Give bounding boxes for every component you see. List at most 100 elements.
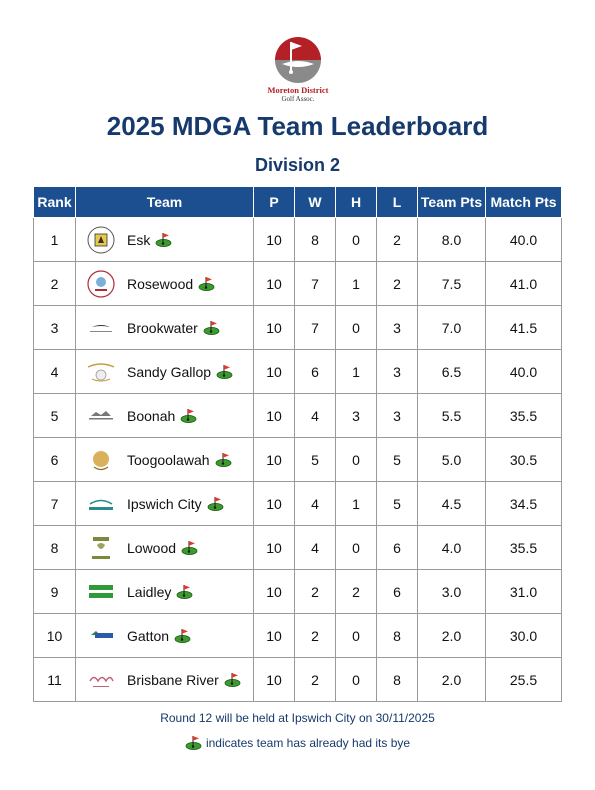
won-cell: 4: [294, 481, 336, 526]
played-cell: 10: [253, 305, 295, 350]
club-logo-icon: [81, 664, 121, 696]
golf-green-flag-icon: [224, 672, 241, 687]
lost-cell: 5: [376, 437, 418, 482]
won-cell: 4: [294, 393, 336, 438]
team-name: Brisbane River: [127, 671, 219, 688]
halved-cell: 3: [335, 393, 377, 438]
halved-cell: 0: [335, 613, 377, 658]
won-cell: 2: [294, 657, 336, 702]
halved-cell: 0: [335, 525, 377, 570]
bye-legend-text: indicates team has already had its bye: [205, 735, 411, 750]
team-pts-cell: 4.0: [417, 525, 486, 570]
rank-cell: 1: [33, 217, 76, 262]
played-cell: 10: [253, 261, 295, 306]
rank-cell: 8: [33, 525, 76, 570]
golf-green-flag-icon: [180, 408, 197, 423]
logo-line-1: Moreton District: [267, 85, 329, 95]
golf-green-flag-icon: [207, 496, 224, 511]
club-logo-icon: [81, 224, 121, 256]
table-row: 6 Toogoolawah 10 5 0 5 5.0 30.5: [33, 437, 562, 482]
rank-cell: 3: [33, 305, 76, 350]
halved-cell: 0: [335, 657, 377, 702]
table-row: 7 Ipswich City 10 4 1 5 4.5 34.5: [33, 481, 562, 526]
team-name: Gatton: [127, 627, 170, 644]
played-cell: 10: [253, 657, 295, 702]
lost-cell: 2: [376, 217, 418, 262]
club-logo-icon: [81, 532, 121, 564]
team-pts-cell: 2.0: [417, 613, 486, 658]
team-cell: Esk: [75, 217, 254, 262]
team-cell: Ipswich City: [75, 481, 254, 526]
rank-cell: 6: [33, 437, 76, 482]
table-row: 3 Brookwater 10 7 0 3 7.0 41.5: [33, 305, 562, 350]
won-cell: 2: [294, 613, 336, 658]
club-logo-icon: [81, 356, 121, 388]
played-cell: 10: [253, 569, 295, 614]
page-title: 2025 MDGA Team Leaderboard: [106, 111, 489, 141]
halved-cell: 0: [335, 305, 377, 350]
header-team: Team: [75, 186, 254, 218]
mdga-logo-emblem: [275, 37, 321, 83]
bye-legend: indicates team has already had its bye: [0, 735, 595, 750]
halved-cell: 1: [335, 349, 377, 394]
table-row: 11 Brisbane River 10 2 0 8 2.0 25.5: [33, 657, 562, 702]
table-row: 10 Gatton 10 2 0 8 2.0 30.0: [33, 613, 562, 658]
rank-cell: 9: [33, 569, 76, 614]
table-header-row: Rank Team P W H L Team Pts Match Pts: [33, 186, 562, 218]
club-logo-icon: [81, 312, 121, 344]
team-cell: Sandy Gallop: [75, 349, 254, 394]
team-name: Sandy Gallop: [127, 363, 212, 380]
rank-cell: 7: [33, 481, 76, 526]
team-cell: Brisbane River: [75, 657, 254, 702]
rank-cell: 2: [33, 261, 76, 306]
rank-cell: 10: [33, 613, 76, 658]
mdga-logo: Moreton District Golf Assoc.: [266, 35, 330, 105]
table-row: 9 Laidley 10 2 2 6 3.0 31.0: [33, 569, 562, 614]
match-pts-cell: 40.0: [485, 349, 562, 394]
header-team-pts: Team Pts: [417, 186, 486, 218]
won-cell: 2: [294, 569, 336, 614]
halved-cell: 2: [335, 569, 377, 614]
golf-green-flag-icon: [185, 735, 202, 750]
rank-cell: 4: [33, 349, 76, 394]
lost-cell: 6: [376, 569, 418, 614]
club-logo-icon: [81, 400, 121, 432]
halved-cell: 0: [335, 437, 377, 482]
match-pts-cell: 34.5: [485, 481, 562, 526]
table-row: 4 Sandy Gallop 10 6 1 3 6.5 40.0: [33, 349, 562, 394]
rank-cell: 5: [33, 393, 76, 438]
club-logo-icon: [81, 620, 121, 652]
club-logo-icon: [81, 268, 121, 300]
golf-green-flag-icon: [155, 232, 172, 247]
match-pts-cell: 25.5: [485, 657, 562, 702]
played-cell: 10: [253, 349, 295, 394]
team-pts-cell: 2.0: [417, 657, 486, 702]
team-name: Ipswich City: [127, 495, 202, 512]
lost-cell: 5: [376, 481, 418, 526]
team-name: Lowood: [127, 539, 177, 556]
match-pts-cell: 35.5: [485, 393, 562, 438]
won-cell: 5: [294, 437, 336, 482]
match-pts-cell: 40.0: [485, 217, 562, 262]
lost-cell: 8: [376, 613, 418, 658]
golf-green-flag-icon: [216, 364, 233, 379]
played-cell: 10: [253, 613, 295, 658]
team-pts-cell: 5.5: [417, 393, 486, 438]
team-name: Brookwater: [127, 319, 198, 336]
golf-green-flag-icon: [176, 584, 193, 599]
won-cell: 7: [294, 261, 336, 306]
team-pts-cell: 5.0: [417, 437, 486, 482]
lost-cell: 8: [376, 657, 418, 702]
played-cell: 10: [253, 525, 295, 570]
match-pts-cell: 41.0: [485, 261, 562, 306]
won-cell: 4: [294, 525, 336, 570]
halved-cell: 1: [335, 261, 377, 306]
lost-cell: 3: [376, 393, 418, 438]
table-row: 5 Boonah 10 4 3 3 5.5 35.5: [33, 393, 562, 438]
won-cell: 6: [294, 349, 336, 394]
team-name: Toogoolawah: [127, 451, 210, 468]
rank-cell: 11: [33, 657, 76, 702]
golf-green-flag-icon: [203, 320, 220, 335]
team-cell: Brookwater: [75, 305, 254, 350]
table-row: 8 Lowood 10 4 0 6 4.0 35.5: [33, 525, 562, 570]
